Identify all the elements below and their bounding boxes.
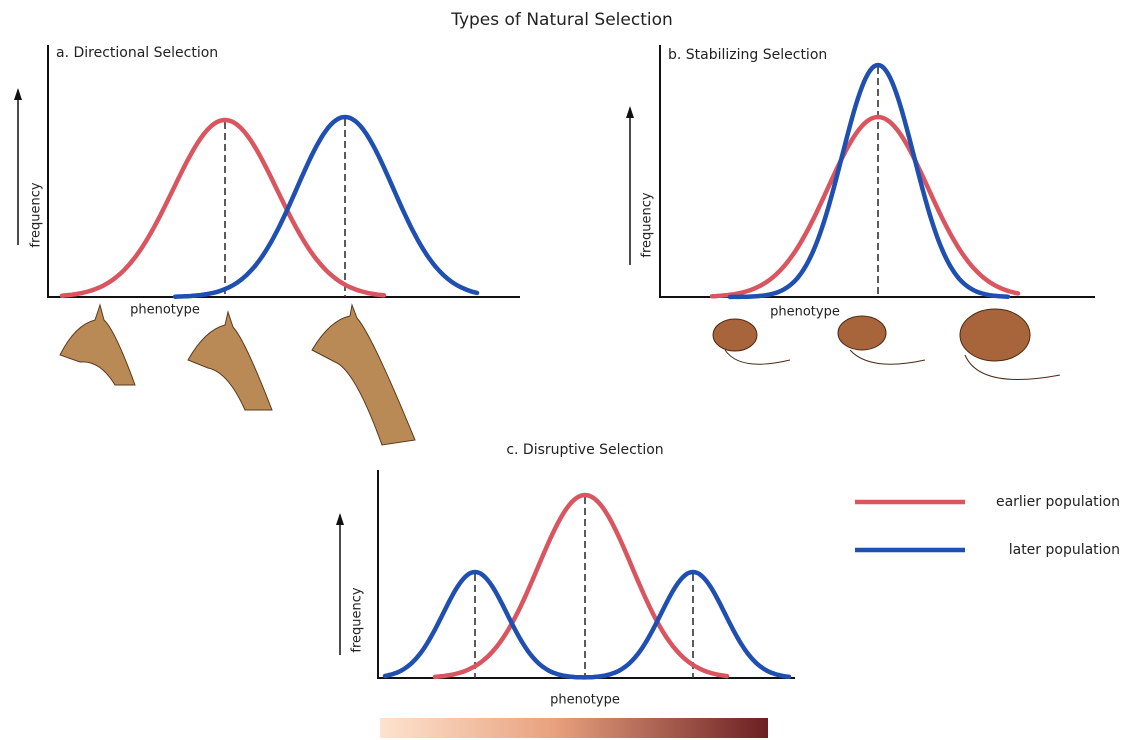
panel-title: b. Stabilizing Selection — [668, 47, 827, 63]
panel-title: c. Disruptive Selection — [506, 442, 663, 458]
axes — [48, 45, 520, 297]
x-label: phenotype — [130, 303, 200, 318]
arrow-head — [14, 88, 22, 100]
legend: earlier population later population — [855, 494, 1120, 558]
title: Types of Natural Selection — [450, 10, 673, 30]
mouse-illustrations — [713, 309, 1060, 380]
earlier-curve — [435, 495, 727, 677]
x-label: phenotype — [770, 305, 840, 320]
arrow-head — [626, 106, 634, 118]
y-label: frequency — [29, 182, 44, 248]
y-label: frequency — [350, 587, 365, 653]
legend-label: later population — [1009, 542, 1120, 558]
panel-a: a. Directional Selection frequency pheno… — [14, 45, 520, 318]
legend-label: earlier population — [996, 494, 1120, 510]
panel-c: c. Disruptive Selection frequency phenot… — [336, 442, 795, 738]
phenotype-gradient — [380, 718, 768, 738]
earlier-curve — [712, 117, 1018, 296]
giraffe-illustrations — [60, 305, 415, 445]
earlier-curve — [62, 120, 384, 296]
arrow-head — [336, 513, 344, 525]
diagram: Types of Natural Selection a. Directiona… — [0, 0, 1123, 740]
panel-b: b. Stabilizing Selection frequency pheno… — [626, 45, 1095, 320]
y-label: frequency — [640, 192, 655, 258]
x-label: phenotype — [550, 693, 620, 708]
axes — [378, 470, 795, 678]
panel-title: a. Directional Selection — [56, 45, 218, 61]
later-curve — [385, 572, 789, 677]
